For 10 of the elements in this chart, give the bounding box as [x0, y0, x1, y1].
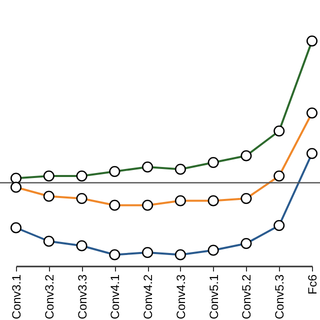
x-tick-label: Conv5.2 [240, 274, 254, 320]
x-tick-label: Conv5.1 [206, 274, 221, 320]
x-tick-label: Conv3.3 [75, 274, 90, 320]
x-tick-label: Conv3.2 [42, 274, 56, 320]
x-tick-label: Conv4.3 [174, 274, 188, 320]
x-tick-label: Conv4.1 [108, 274, 122, 320]
x-tick-label: Conv5.3 [272, 274, 287, 320]
x-tick-label: Conv4.2 [141, 274, 156, 320]
x-tick-label: Fc6 [306, 274, 320, 295]
x-tick-label: Conv3.1 [10, 274, 24, 320]
